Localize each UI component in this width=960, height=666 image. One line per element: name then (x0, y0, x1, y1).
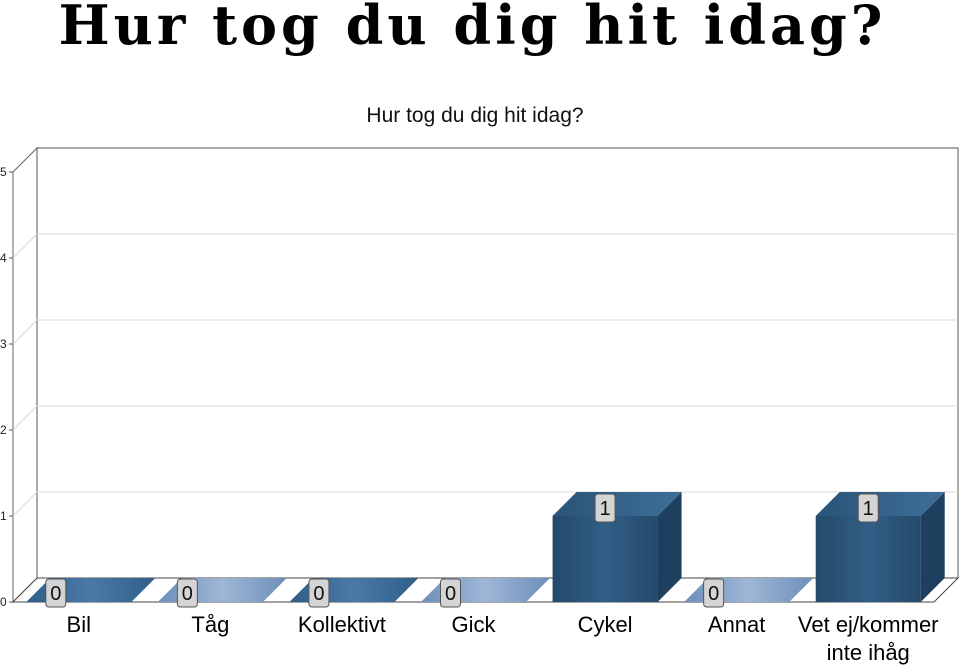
value-label-box (857, 493, 879, 523)
y-tick-label: 1 (0, 509, 7, 523)
value-label: 0 (708, 583, 719, 605)
value-label: 0 (445, 583, 456, 605)
value-label: 1 (863, 498, 874, 520)
bars: 0 0 0 0 1 0 1 (26, 492, 945, 608)
value-label-box (176, 578, 198, 608)
bar-side (657, 492, 682, 602)
bar: 0 (684, 578, 814, 608)
value-label: 1 (600, 498, 611, 520)
category-label: Annat (708, 612, 766, 637)
value-label: 0 (313, 583, 324, 605)
bar-front (552, 516, 658, 602)
left-wall (12, 146, 38, 604)
bar-side (920, 492, 945, 602)
bar-top (815, 492, 945, 516)
y-axis: 0 1 2 3 4 5 (0, 165, 13, 609)
x-axis: Bil Tåg Kollektivt Gick Cykel Annat Vet ej/kom… (67, 612, 939, 665)
value-label: 0 (182, 583, 193, 605)
y-tick-label: 0 (0, 595, 7, 609)
value-label-box (594, 493, 616, 523)
y-tick-label: 3 (0, 337, 7, 351)
category-label: Kollektivt (298, 612, 386, 637)
gridline (12, 233, 958, 259)
bar: 0 (421, 578, 550, 608)
category-label: Vet ej/kommer inte ihåg (798, 612, 939, 665)
bar: 0 (26, 578, 156, 608)
value-label: 0 (50, 583, 61, 605)
bar-top (552, 492, 682, 516)
value-label-box (440, 578, 461, 608)
gridline (12, 405, 958, 431)
value-label-box (308, 578, 330, 608)
bar: 0 (289, 578, 419, 608)
y-tick-label: 2 (0, 423, 7, 437)
page-title: Hur tog du dig hit idag? (58, 0, 887, 57)
gridline (12, 319, 958, 345)
back-wall (36, 147, 959, 579)
y-tick-label: 5 (0, 165, 7, 179)
value-label-box (703, 578, 725, 608)
bar: 0 (157, 578, 287, 608)
category-label: Gick (452, 612, 497, 637)
category-label: Tåg (191, 612, 229, 637)
category-label: Bil (67, 612, 91, 637)
chart-title: Hur tog du dig hit idag? (366, 104, 583, 127)
bar: 1 (815, 492, 945, 602)
value-label-box (45, 578, 67, 608)
category-label: Cykel (578, 612, 633, 637)
bar-front (815, 516, 921, 602)
y-tick-label: 4 (0, 251, 7, 265)
bar: 1 (552, 492, 682, 602)
